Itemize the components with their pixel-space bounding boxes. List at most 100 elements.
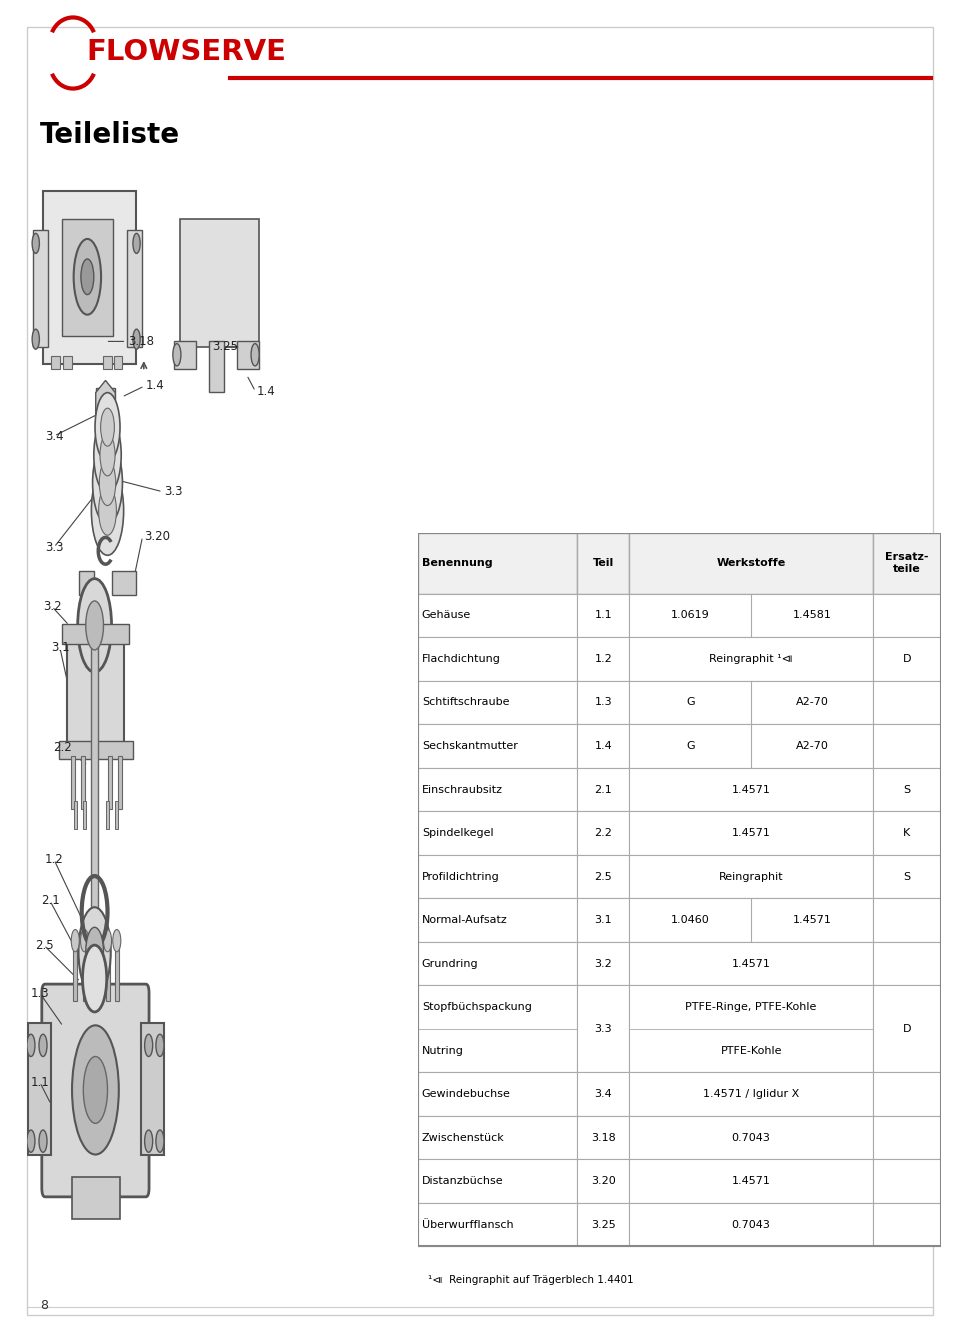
Text: 1.4571: 1.4571 [732,958,771,969]
FancyBboxPatch shape [577,1072,630,1115]
FancyBboxPatch shape [577,637,630,680]
FancyBboxPatch shape [83,945,86,1001]
Text: A2-70: A2-70 [796,741,828,752]
Circle shape [74,239,101,314]
FancyBboxPatch shape [577,1115,630,1159]
FancyBboxPatch shape [104,356,112,369]
FancyBboxPatch shape [79,570,94,596]
FancyBboxPatch shape [630,1115,873,1159]
Text: 3.25: 3.25 [212,341,238,353]
FancyBboxPatch shape [418,725,577,768]
Text: Gewindebuchse: Gewindebuchse [421,1090,511,1099]
FancyBboxPatch shape [418,637,577,680]
Text: Gehäuse: Gehäuse [421,611,471,620]
FancyBboxPatch shape [115,945,119,1001]
FancyBboxPatch shape [873,1115,941,1159]
FancyBboxPatch shape [108,756,111,809]
FancyBboxPatch shape [209,341,225,392]
FancyBboxPatch shape [72,1177,120,1219]
Text: 1.1: 1.1 [594,611,612,620]
FancyBboxPatch shape [873,1159,941,1202]
FancyBboxPatch shape [62,624,129,644]
Text: 8: 8 [40,1299,48,1312]
FancyBboxPatch shape [418,812,577,855]
FancyBboxPatch shape [630,985,873,1072]
FancyBboxPatch shape [630,593,873,637]
Circle shape [71,930,80,951]
Text: 3.18: 3.18 [128,336,154,348]
Text: Stopfbüchspackung: Stopfbüchspackung [421,1002,532,1012]
Text: 3.3: 3.3 [164,486,182,498]
Circle shape [94,417,121,493]
Text: 1.3: 1.3 [594,698,612,707]
FancyBboxPatch shape [577,1159,630,1202]
FancyBboxPatch shape [62,219,112,336]
FancyBboxPatch shape [67,639,124,747]
FancyBboxPatch shape [577,898,630,942]
FancyBboxPatch shape [418,768,577,812]
Circle shape [91,466,124,556]
Circle shape [39,1130,47,1153]
FancyBboxPatch shape [630,942,873,985]
Text: 1.2: 1.2 [594,654,612,664]
FancyBboxPatch shape [418,898,577,942]
Circle shape [145,1035,153,1056]
Circle shape [85,927,104,977]
FancyBboxPatch shape [418,533,577,593]
FancyBboxPatch shape [577,593,630,637]
Text: Werkstoffe: Werkstoffe [716,558,785,568]
FancyBboxPatch shape [117,756,122,809]
FancyBboxPatch shape [83,801,86,829]
Text: 2.5: 2.5 [594,871,612,882]
Text: 3.1: 3.1 [594,915,612,925]
FancyBboxPatch shape [74,801,77,829]
Text: 3.4: 3.4 [594,1090,612,1099]
Polygon shape [96,380,115,429]
FancyBboxPatch shape [630,637,873,680]
Text: Grundring: Grundring [421,958,478,969]
Text: 3.20: 3.20 [591,1176,615,1186]
FancyBboxPatch shape [577,1202,630,1247]
Circle shape [92,442,123,525]
FancyBboxPatch shape [106,945,109,1001]
Text: Profildichtring: Profildichtring [421,871,499,882]
FancyBboxPatch shape [630,768,873,812]
Circle shape [252,344,259,366]
Text: S: S [903,785,910,794]
FancyBboxPatch shape [577,725,630,768]
Text: 3.1: 3.1 [51,641,70,654]
FancyBboxPatch shape [71,756,75,809]
FancyBboxPatch shape [630,725,873,768]
FancyBboxPatch shape [873,533,941,593]
Text: 1.4581: 1.4581 [793,611,831,620]
FancyBboxPatch shape [630,1202,873,1247]
Text: 3.2: 3.2 [594,958,612,969]
Text: PTFE-Ringe, PTFE-Kohle: PTFE-Ringe, PTFE-Kohle [685,1002,817,1012]
Text: 1.4571 / Iglidur X: 1.4571 / Iglidur X [703,1090,800,1099]
FancyBboxPatch shape [577,942,630,985]
FancyBboxPatch shape [873,855,941,898]
FancyBboxPatch shape [91,625,98,931]
FancyBboxPatch shape [51,356,60,369]
Text: Teileliste: Teileliste [40,121,180,149]
FancyBboxPatch shape [42,984,149,1197]
Circle shape [27,1035,35,1056]
Circle shape [78,578,111,672]
FancyBboxPatch shape [43,191,135,364]
Text: PTFE-Kohle: PTFE-Kohle [720,1045,781,1056]
Circle shape [112,930,121,951]
FancyBboxPatch shape [418,985,577,1072]
FancyBboxPatch shape [180,219,258,348]
Text: 2.2: 2.2 [594,828,612,837]
Circle shape [145,1130,153,1153]
Circle shape [84,1056,108,1123]
Text: 1.4: 1.4 [146,380,164,392]
Circle shape [156,1035,164,1056]
Circle shape [95,393,120,462]
Text: 2.1: 2.1 [41,894,60,907]
FancyBboxPatch shape [630,1159,873,1202]
FancyBboxPatch shape [577,855,630,898]
Circle shape [132,234,140,254]
Text: 1.4571: 1.4571 [732,785,771,794]
Circle shape [173,344,180,366]
